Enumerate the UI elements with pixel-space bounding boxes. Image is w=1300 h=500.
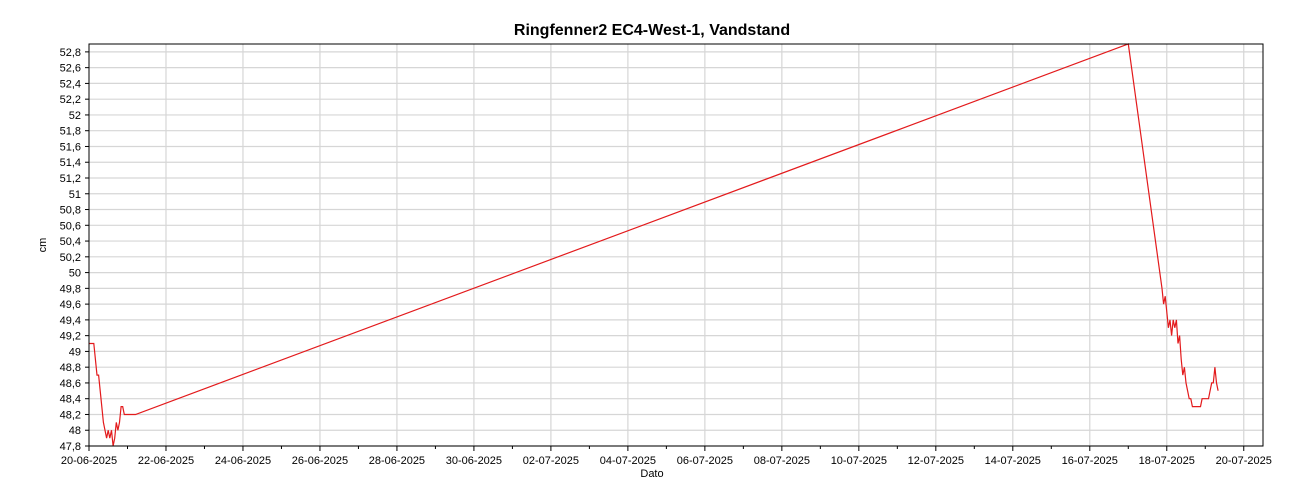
plot-area — [89, 44, 1263, 446]
grid — [89, 44, 1263, 447]
x-tick-label: 08-07-2025 — [754, 455, 810, 467]
x-tick-label: 30-06-2025 — [446, 455, 502, 467]
y-tick-label: 48 — [69, 425, 81, 437]
y-tick-label: 50,4 — [60, 236, 81, 248]
x-tick-label: 02-07-2025 — [523, 455, 579, 467]
x-axis-ticks: 20-06-2025 22-06-2025 24-06-2025 26-06-2025… — [61, 446, 1272, 467]
x-tick-label: 18-07-2025 — [1139, 455, 1195, 467]
y-tick-label: 51 — [69, 189, 81, 201]
y-axis-label: cm — [37, 238, 49, 253]
y-tick-label: 50,6 — [60, 220, 81, 232]
x-tick-label: 28-06-2025 — [369, 455, 425, 467]
x-tick-label: 26-06-2025 — [292, 455, 348, 467]
y-tick-label: 52,4 — [60, 78, 81, 90]
y-tick-label: 48,2 — [60, 409, 81, 421]
y-tick-label: 50,2 — [60, 252, 81, 264]
x-tick-label: 12-07-2025 — [908, 455, 964, 467]
plot-frame — [88, 43, 1264, 447]
x-tick-label: 20-07-2025 — [1216, 455, 1272, 467]
x-tick-label: 16-07-2025 — [1062, 455, 1118, 467]
series-layer — [89, 43, 1219, 447]
x-tick-label: 06-07-2025 — [677, 455, 733, 467]
y-tick-label: 48,6 — [60, 378, 81, 390]
x-tick-label: 10-07-2025 — [831, 455, 887, 467]
y-tick-label: 47,8 — [60, 441, 81, 453]
x-tick-label: 14-07-2025 — [985, 455, 1041, 467]
y-tick-label: 52,8 — [60, 47, 81, 59]
y-tick-label: 49,8 — [60, 283, 81, 295]
y-tick-label: 52 — [69, 110, 81, 122]
y-axis-ticks: 47,8 48 48,2 48,4 48,6 48,8 49 49,2 49,4 49,6 49,8… — [60, 47, 89, 453]
y-tick-label: 49,4 — [60, 315, 81, 327]
y-tick-label: 52,2 — [60, 94, 81, 106]
x-tick-label: 20-06-2025 — [61, 455, 117, 467]
x-tick-label: 22-06-2025 — [138, 455, 194, 467]
y-tick-label: 49,2 — [60, 331, 81, 343]
y-tick-label: 48,4 — [60, 394, 81, 406]
y-tick-label: 50 — [69, 268, 81, 280]
y-tick-label: 51,8 — [60, 126, 81, 138]
y-tick-label: 52,6 — [60, 63, 81, 75]
y-tick-label: 51,4 — [60, 157, 81, 169]
y-tick-label: 49 — [69, 346, 81, 358]
series-line — [89, 43, 1219, 447]
y-tick-label: 48,8 — [60, 362, 81, 374]
y-tick-label: 49,6 — [60, 299, 81, 311]
x-axis-label: Dato — [640, 468, 663, 480]
x-tick-label: 24-06-2025 — [215, 455, 271, 467]
y-tick-label: 50,8 — [60, 205, 81, 217]
y-tick-label: 51,2 — [60, 173, 81, 185]
chart-title: Ringfenner2 EC4-West-1, Vandstand — [514, 22, 790, 39]
x-tick-label: 04-07-2025 — [600, 455, 656, 467]
y-tick-label: 51,6 — [60, 141, 81, 153]
